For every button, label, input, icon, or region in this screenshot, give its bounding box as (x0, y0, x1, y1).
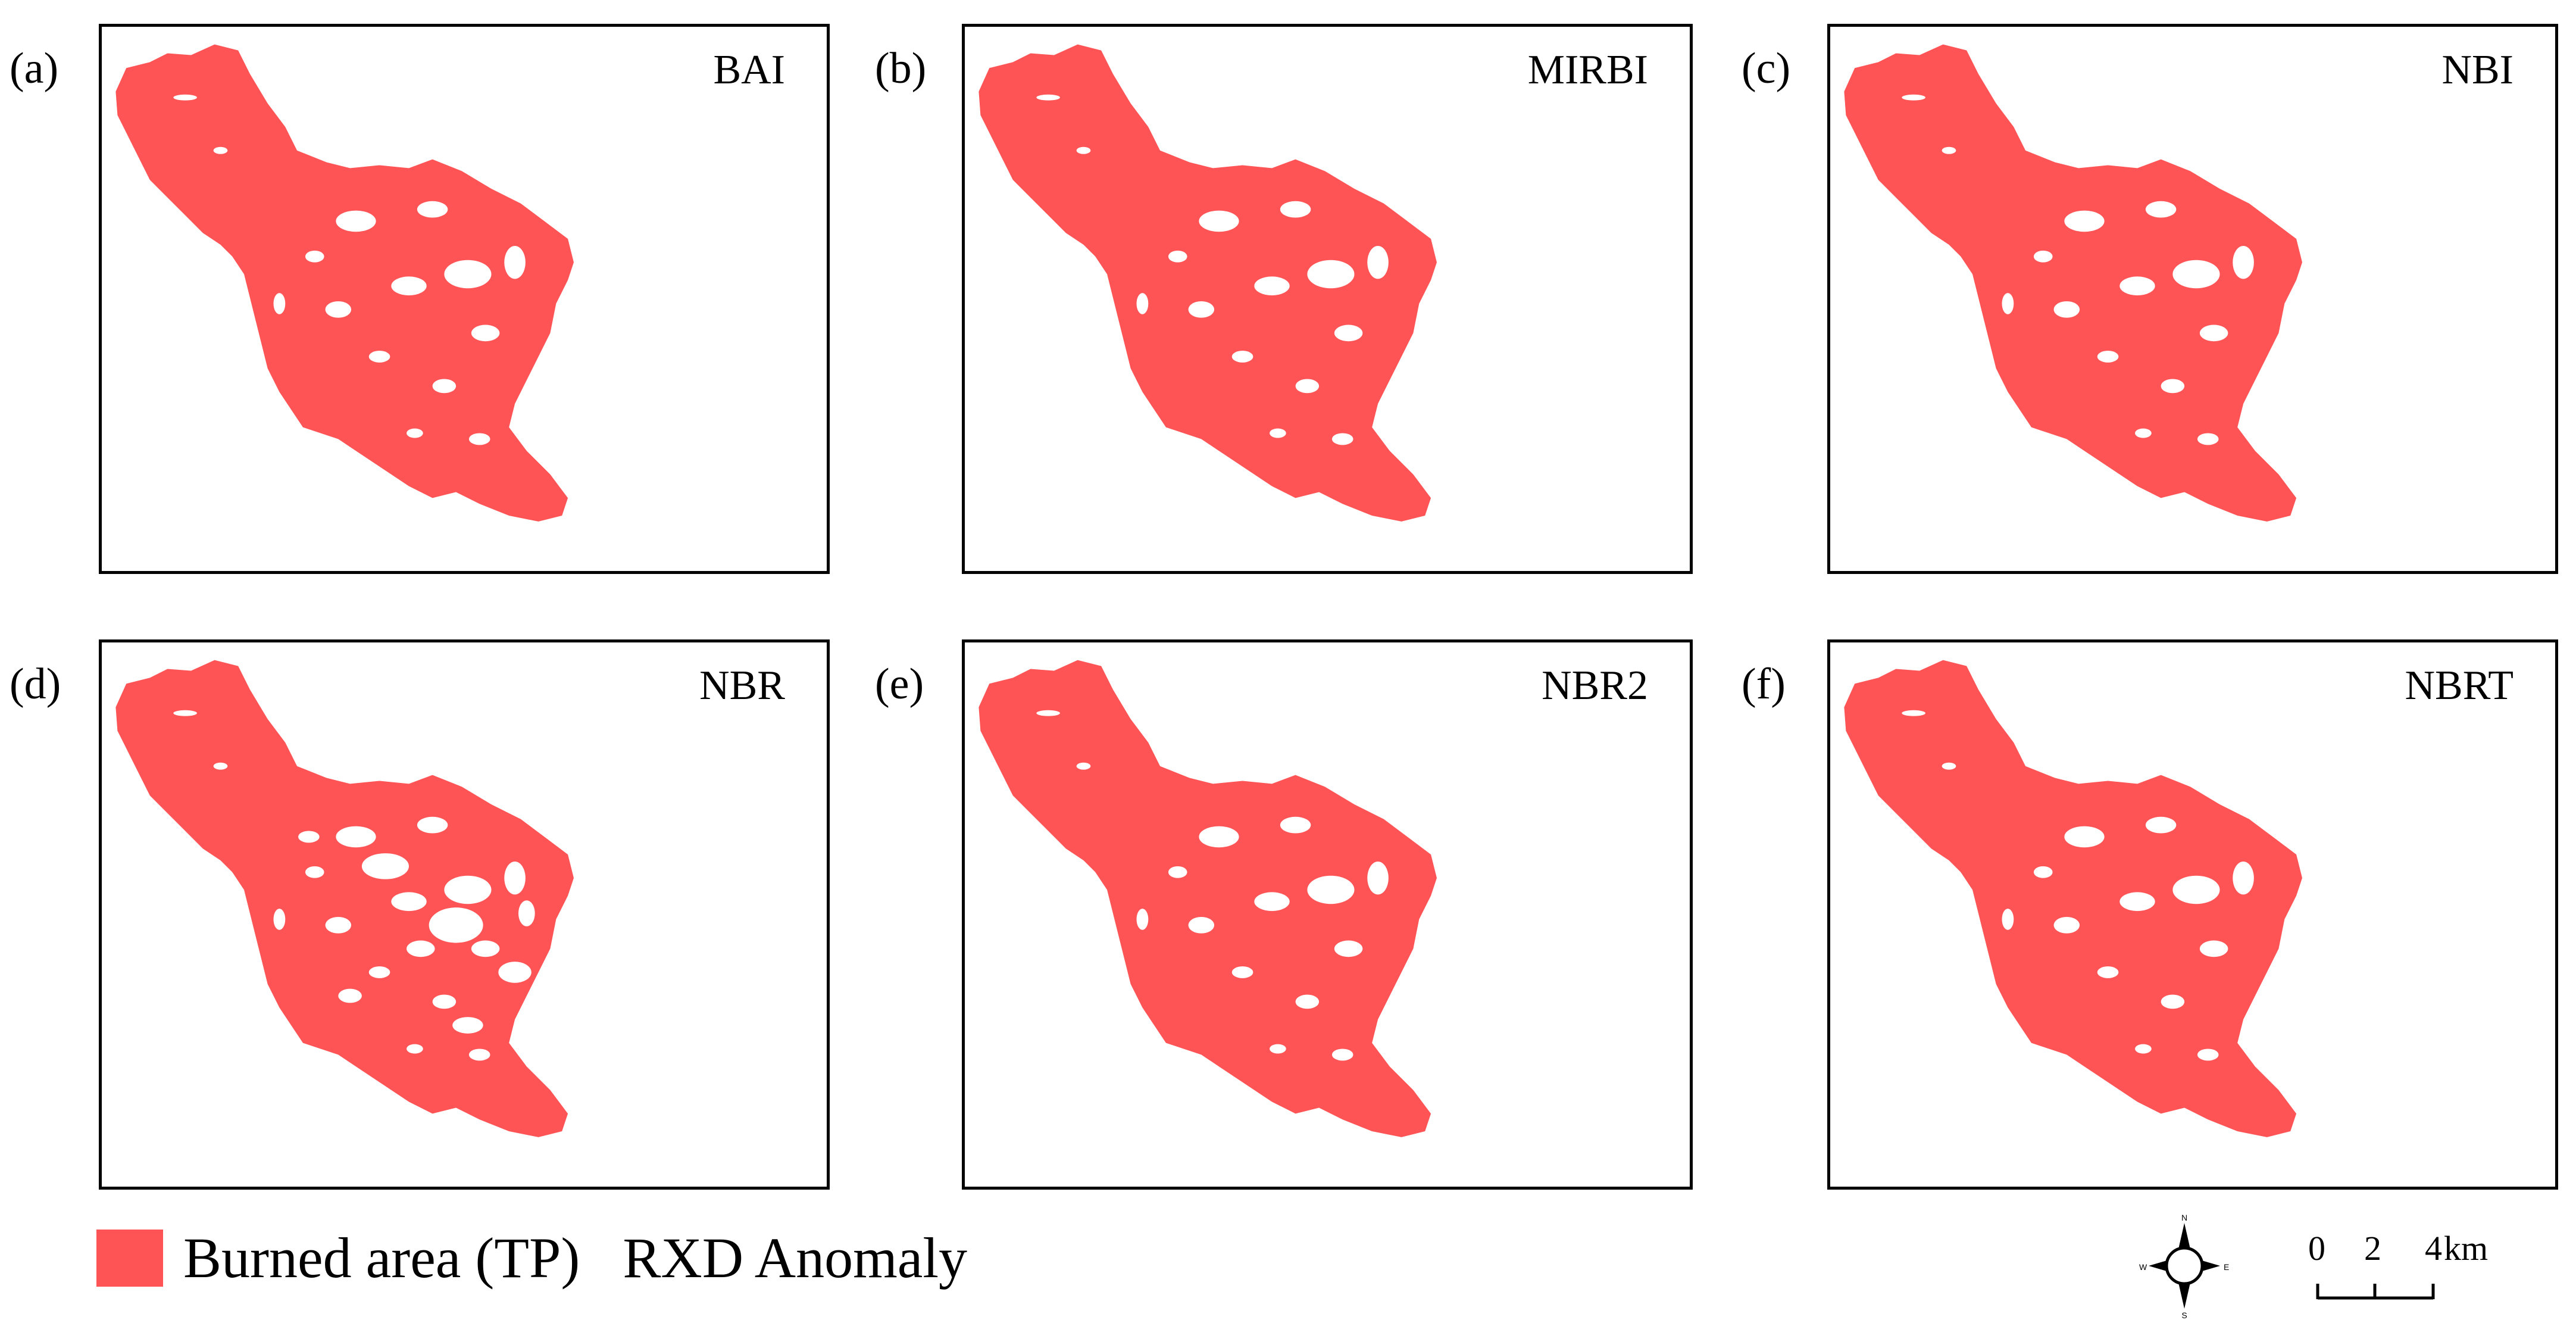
burned-area-map (115, 44, 574, 522)
panel-title: MIRBI (1527, 47, 1648, 93)
compass-e: E (2224, 1262, 2229, 1272)
panel-label-b: (b) (875, 44, 927, 93)
legend: Burned area (TP) RXD Anomaly (96, 1230, 967, 1287)
panel-label-f: (f) (1742, 660, 1786, 709)
map-panel-bai: BAI (99, 24, 830, 574)
map-panel-nbi: NBI (1827, 24, 2558, 574)
panel-label-c: (c) (1742, 44, 1791, 93)
map-panel-nbr: NBR (99, 639, 830, 1190)
panel-title: BAI (713, 47, 785, 93)
panel-label-e: (e) (875, 660, 924, 709)
burned-area-swatch (96, 1230, 163, 1287)
burned-area-map (978, 660, 1437, 1137)
map-panel-nbrt: NBRT (1827, 639, 2558, 1190)
scale-tick-2: 2 (2364, 1229, 2381, 1268)
compass-s: S (2181, 1310, 2187, 1319)
scale-tick-0: 0 (2308, 1229, 2325, 1268)
map-panel-nbr2: NBR2 (962, 639, 1693, 1190)
burned-area-map (1844, 660, 2302, 1137)
panel-title: NBRT (2405, 663, 2514, 709)
panel-title: NBR (699, 663, 785, 709)
scale-tick-4: 4 (2425, 1229, 2442, 1268)
compass-n: N (2181, 1213, 2187, 1222)
north-arrow-icon: N S W E (2137, 1212, 2232, 1320)
burned-area-map (978, 44, 1437, 522)
panel-title: NBR2 (1542, 663, 1648, 709)
compass-w: W (2139, 1262, 2147, 1272)
rxd-anomaly-label: RXD Anomaly (623, 1226, 968, 1290)
burned-area-map (1844, 44, 2302, 522)
panel-label-a: (a) (10, 44, 59, 93)
scale-unit: km (2444, 1229, 2489, 1268)
burned-area-label: Burned area (TP) (183, 1226, 580, 1290)
burned-area-map (102, 642, 827, 1187)
panel-label-d: (d) (10, 660, 61, 709)
panel-title: NBI (2441, 47, 2514, 93)
scale-bar: 0 2 4 km (2297, 1229, 2488, 1303)
map-panel-mirbi: MIRBI (962, 24, 1693, 574)
